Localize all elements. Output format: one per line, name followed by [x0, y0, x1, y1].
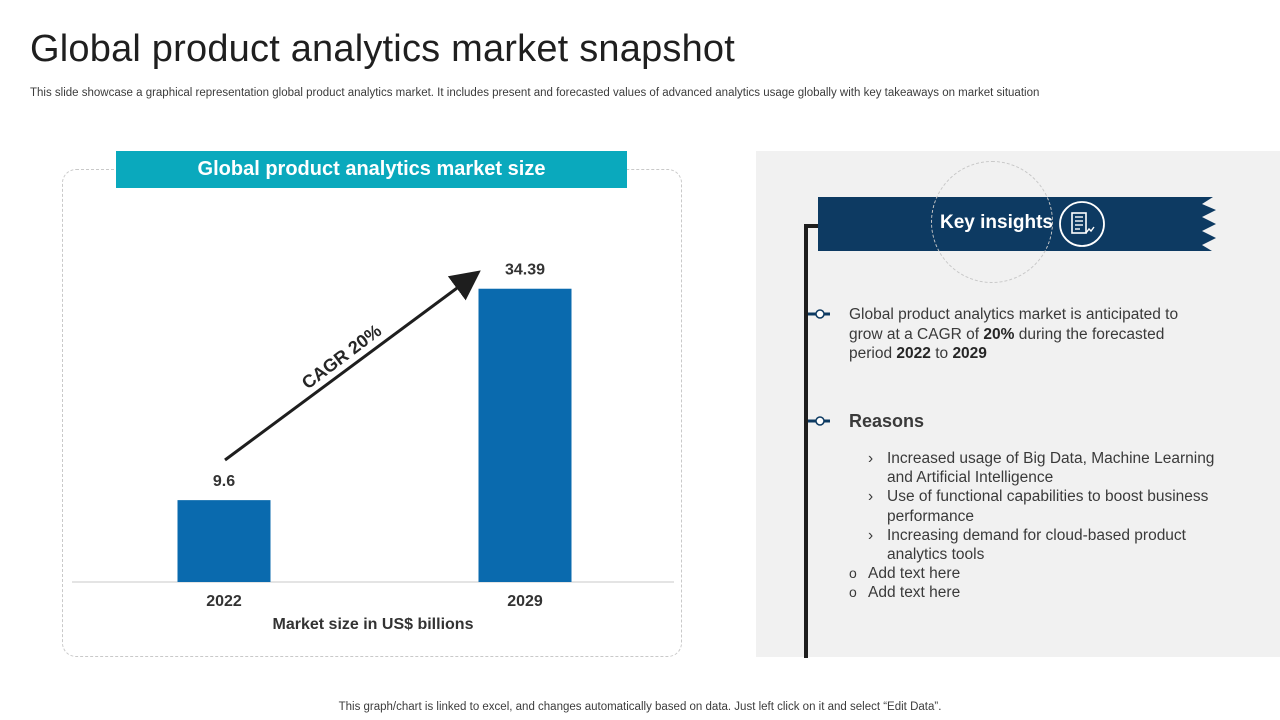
circle-bullet-icon: o	[849, 584, 857, 601]
circle-bullet-icon: o	[849, 565, 857, 581]
cagr-label: CAGR 20%	[298, 321, 385, 394]
extra-text-list: o Add text here o Add text here	[849, 564, 960, 602]
chevron-right-icon: ›	[868, 488, 874, 506]
timeline-connector	[804, 224, 820, 228]
chevron-right-icon: ›	[868, 526, 874, 544]
bar-2029[interactable]	[478, 288, 572, 582]
page-subtitle: This slide showcase a graphical represen…	[30, 87, 1040, 99]
x-tick-label-2029: 2029	[507, 593, 543, 610]
insights-title: Key insights	[940, 212, 1053, 233]
reasons-heading: Reasons	[849, 411, 925, 431]
cagr-arrow	[224, 270, 481, 462]
bullet-marker-icon	[808, 309, 830, 319]
insight-summary: Global product analytics market is antic…	[849, 306, 1179, 362]
decorative-circle	[931, 161, 1053, 283]
list-item[interactable]: o Add text here	[849, 584, 961, 602]
footnote: This graph/chart is linked to excel, and…	[338, 701, 942, 713]
bullet-marker-icon	[808, 416, 830, 426]
list-item: › Use of functional capabilities to boost…	[868, 488, 1209, 525]
list-item: › Increased usage of Big Data, Machine Le…	[868, 450, 1215, 487]
data-label-2029: 34.39	[505, 262, 545, 279]
list-item[interactable]: o Add text here	[849, 565, 961, 582]
list-item: › Increasing demand for cloud-based produ…	[868, 526, 1186, 564]
chevron-right-icon: ›	[868, 450, 874, 467]
page-title: Global product analytics market snapshot	[30, 28, 736, 70]
report-icon	[1059, 201, 1105, 247]
timeline-line	[804, 224, 808, 658]
x-axis-label: Market size in US$ billions	[273, 616, 474, 633]
x-tick-label-2022: 2022	[206, 593, 242, 610]
chart-banner: Global product analytics market size	[116, 151, 627, 188]
reasons-list: › Increased usage of Big Data, Machine Le…	[868, 449, 1228, 564]
bar-2022[interactable]	[177, 500, 271, 582]
data-label-2022: 9.6	[213, 473, 235, 490]
